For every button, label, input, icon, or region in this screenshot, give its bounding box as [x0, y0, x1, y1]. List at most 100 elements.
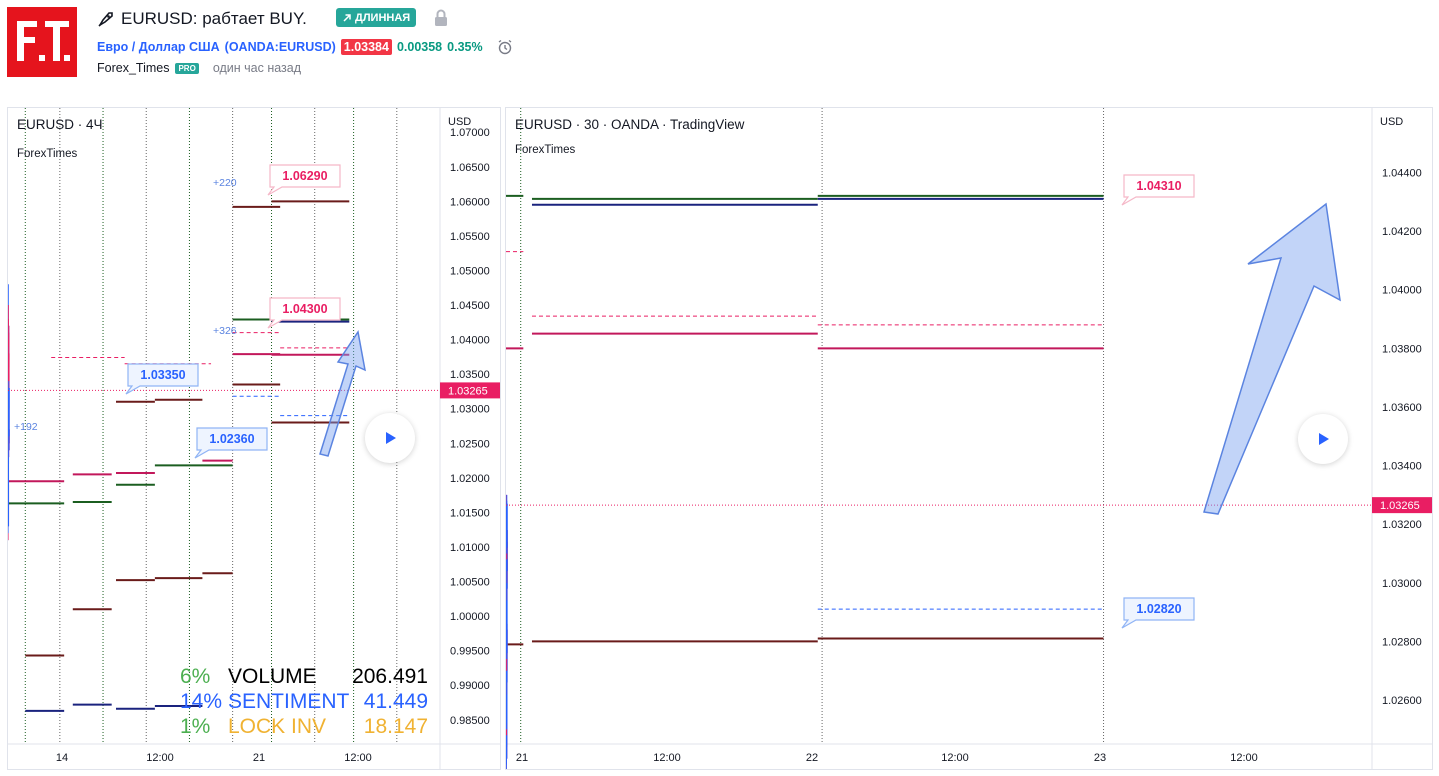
stat-value: 41.449: [364, 690, 428, 713]
y-tick-label: 1.06000: [450, 196, 490, 208]
price-callout[interactable]: 1.06290: [267, 164, 341, 196]
x-tick-label: 21: [253, 752, 265, 764]
stat-name: LOCK INV: [228, 715, 326, 738]
author-line: Forex_Times PRO один час назад: [97, 61, 301, 75]
y-tick-label: 1.01000: [450, 542, 490, 554]
y-tick-label: 1.00500: [450, 577, 490, 589]
rocket-icon: [98, 12, 113, 27]
y-tick-label: 1.04200: [1382, 226, 1422, 238]
target-arrow-icon: [1203, 202, 1341, 515]
y-tick-label: 0.99500: [450, 646, 490, 658]
y-tick-label: 1.03500: [450, 369, 490, 381]
target-arrow-icon: [319, 330, 366, 457]
y-tick-label: 1.03400: [1382, 461, 1422, 473]
pips-label: +220: [213, 177, 237, 189]
chart-30m-canvas[interactable]: 1.04400 1.04200 1.04000 1.03800 1.03600 1.034…: [506, 108, 1432, 769]
y-tick-label: 1.07000: [450, 127, 490, 139]
chart-subtitle: ForexTimes: [515, 144, 576, 156]
overlay-stat-row: 6% VOLUME 206.491: [180, 665, 428, 688]
stat-pct: 14%: [180, 690, 222, 713]
y-tick-label: 1.02000: [450, 473, 490, 485]
overlay-stat-row: 1% LOCK INV 18.147: [180, 715, 428, 738]
current-price-tag: [1372, 497, 1432, 514]
current-price-label: 1.03265: [448, 385, 488, 397]
price-change-pct: 0.35%: [447, 40, 483, 54]
x-tick-label: 12:00: [653, 752, 681, 764]
price-callout-label: 1.03350: [140, 368, 185, 382]
lock-icon: [432, 8, 450, 33]
y-tick-label: 1.04000: [1382, 285, 1422, 297]
price-callout-label: 1.06290: [282, 169, 327, 183]
x-tick-label: 12:00: [146, 752, 174, 764]
y-tick-label: 1.02500: [450, 438, 490, 450]
y-tick-label: 1.05500: [450, 231, 490, 243]
y-tick-label: 1.01500: [450, 507, 490, 519]
overlay-stat-row: 14% SENTIMENT 41.449: [180, 690, 428, 713]
y-tick-label: 1.02600: [1382, 695, 1422, 707]
stat-name: VOLUME: [228, 665, 317, 688]
alarm-clock-icon[interactable]: [496, 38, 514, 56]
x-tick-label: 21: [516, 752, 528, 764]
x-tick-label: 12:00: [1230, 752, 1258, 764]
idea-title: EURUSD: рабтает BUY.: [97, 9, 307, 29]
x-tick-label: 22: [806, 752, 818, 764]
chart-4h[interactable]: 1.07000 1.06500 1.06000 1.05500 1.05000 1.045…: [7, 107, 501, 770]
stat-name: SENTIMENT: [228, 690, 350, 713]
y-tick-label: 1.03000: [450, 404, 490, 416]
play-button-left[interactable]: [365, 413, 415, 463]
candle: [8, 381, 10, 402]
y-tick-label: 1.03600: [1382, 402, 1422, 414]
pips-label: +326: [213, 325, 237, 337]
x-tick-label: 23: [1094, 752, 1106, 764]
play-icon: [386, 432, 396, 444]
price-callout[interactable]: 1.04300: [267, 297, 341, 329]
chart-4h-canvas[interactable]: 1.07000 1.06500 1.06000 1.05500 1.05000 1.045…: [8, 108, 500, 769]
price-callout-label: 1.02820: [1136, 602, 1181, 616]
direction-label: ДЛИННАЯ: [355, 11, 411, 24]
current-price-label: 1.03265: [1380, 500, 1420, 512]
y-tick-label: 1.00000: [450, 611, 490, 623]
x-tick-label: 14: [56, 752, 68, 764]
price-change: 0.00358: [396, 40, 443, 54]
y-tick-label: 1.04000: [450, 335, 490, 347]
price-callout[interactable]: 1.02820: [1121, 597, 1195, 629]
stat-value: 206.491: [352, 665, 428, 688]
price-callout-label: 1.04310: [1136, 179, 1181, 193]
y-tick-label: 1.03800: [1382, 343, 1422, 355]
direction-badge[interactable]: ДЛИННАЯ: [336, 8, 417, 27]
x-tick-label: 12:00: [344, 752, 372, 764]
y-tick-label: 1.04500: [450, 300, 490, 312]
stat-pct: 6%: [180, 665, 210, 688]
symbol-name-link[interactable]: Евро / Доллар США: [97, 40, 220, 54]
symbol-code-link[interactable]: (OANDA:EURUSD): [224, 40, 336, 54]
price-callout-label: 1.04300: [282, 302, 327, 316]
idea-title-text: EURUSD: рабтает BUY.: [121, 9, 307, 28]
play-button-right[interactable]: [1298, 414, 1348, 464]
x-tick-label: 12:00: [941, 752, 969, 764]
author-name[interactable]: Forex_Times: [97, 61, 170, 75]
y-tick-label: 1.04400: [1382, 167, 1422, 179]
y-tick-label: 0.99000: [450, 680, 490, 692]
ft-logo-icon: [7, 7, 77, 77]
price-callout[interactable]: 1.03350: [125, 363, 199, 395]
chart-30m[interactable]: 1.04400 1.04200 1.04000 1.03800 1.03600 1.034…: [505, 107, 1433, 770]
price-callout[interactable]: 1.04310: [1121, 174, 1195, 206]
y-tick-label: 1.05000: [450, 265, 490, 277]
published-time: один час назад: [212, 61, 302, 75]
y-tick-label: 1.03200: [1382, 519, 1422, 531]
play-icon: [1319, 433, 1329, 445]
chart-subtitle: ForexTimes: [17, 148, 78, 160]
last-price: 1.03384: [340, 39, 392, 55]
pro-badge: PRO: [175, 62, 199, 74]
y-tick-label: 1.03000: [1382, 578, 1422, 590]
pips-label: +192: [14, 421, 38, 433]
y-tick-label: 1.02800: [1382, 636, 1422, 648]
stat-value: 18.147: [364, 715, 428, 738]
symbol-line: Евро / Доллар США (OANDA:EURUSD) 1.03384…: [97, 38, 514, 56]
chart-title: EURUSD · 4Ч: [17, 117, 103, 132]
currency-label: USD: [448, 116, 471, 128]
currency-label: USD: [1380, 116, 1403, 128]
price-callout[interactable]: 1.02360: [194, 427, 268, 459]
brand-logo[interactable]: [7, 7, 77, 77]
y-tick-label: 1.06500: [450, 162, 490, 174]
